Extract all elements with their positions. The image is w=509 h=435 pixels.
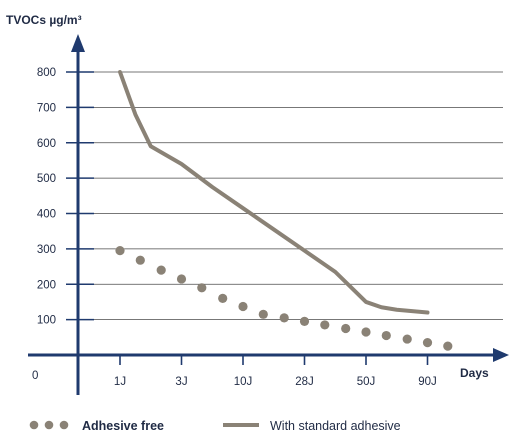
- data-point-adhesive-free: [422, 338, 433, 348]
- legend-item-standard-adhesive: With standard adhesive: [223, 419, 401, 433]
- legend-dot-marker: [44, 420, 54, 430]
- gridlines: [94, 71, 503, 321]
- legend-label-adhesive-free: Adhesive free: [82, 419, 164, 433]
- legend-item-adhesive-free: Adhesive free: [29, 419, 164, 433]
- data-point-adhesive-free: [361, 327, 371, 337]
- x-tick-label: 3J: [175, 376, 187, 388]
- series-line-standard-adhesive: [118, 70, 430, 315]
- legend-dot-marker: [29, 420, 39, 430]
- data-point-adhesive-free: [299, 316, 310, 326]
- y-tick-label: 400: [37, 209, 56, 221]
- data-point-adhesive-free: [176, 274, 187, 284]
- y-tick-label: 700: [37, 102, 56, 114]
- data-point-adhesive-free: [279, 313, 289, 323]
- data-point-adhesive-free: [341, 323, 351, 334]
- tick-labels: 100 200 300 400 500 600 700 800 1J 3J 10J 28J 50J 90J: [37, 67, 437, 388]
- x-tick-label: 50J: [357, 376, 376, 388]
- data-point-adhesive-free: [238, 301, 248, 312]
- x-axis-arrow: [493, 348, 509, 362]
- x-tick-label: 1J: [114, 376, 126, 388]
- legend-dot-marker: [59, 420, 69, 430]
- y-tick-label: 800: [37, 67, 56, 79]
- data-point-adhesive-free: [135, 255, 145, 265]
- data-point-adhesive-free: [381, 330, 391, 341]
- data-point-adhesive-free: [156, 265, 166, 275]
- data-point-adhesive-free: [320, 320, 330, 330]
- data-point-adhesive-free: [218, 293, 228, 303]
- y-axis-arrow: [71, 34, 85, 52]
- y-tick-label: 600: [37, 138, 56, 150]
- x-axis-title: Days: [460, 366, 489, 380]
- legend-label-standard-adhesive: With standard adhesive: [270, 419, 401, 433]
- legend: Adhesive free With standard adhesive: [29, 419, 401, 433]
- x-tick-label: 10J: [234, 376, 253, 388]
- x-tick-label: 28J: [295, 376, 314, 388]
- data-point-adhesive-free: [443, 341, 453, 351]
- y-tick-label: 100: [37, 315, 56, 327]
- series-layer: [115, 70, 453, 351]
- data-point-adhesive-free: [402, 334, 412, 344]
- data-point-adhesive-free: [115, 246, 125, 256]
- y-tick-label: 500: [37, 173, 56, 185]
- data-point-adhesive-free: [197, 283, 207, 293]
- y-tick-label: 300: [37, 244, 56, 256]
- data-point-adhesive-free: [258, 309, 268, 319]
- axes: [28, 34, 509, 395]
- x-tick-label: 90J: [418, 376, 437, 388]
- origin-label: 0: [32, 370, 38, 382]
- y-axis-title: TVOCs µg/m³: [6, 13, 82, 27]
- y-tick-label: 200: [37, 279, 56, 291]
